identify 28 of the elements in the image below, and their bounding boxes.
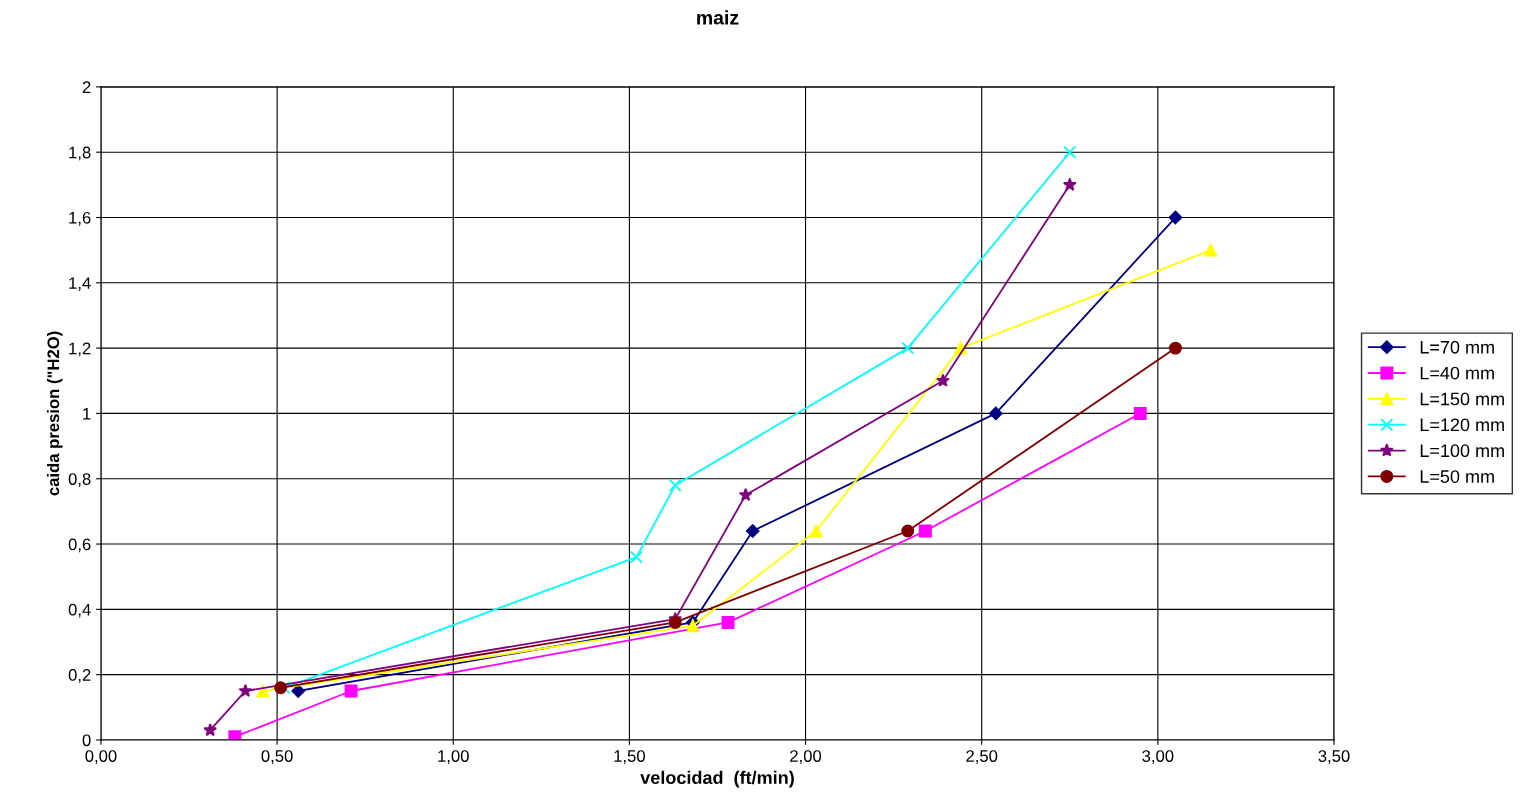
legend-label: L=100 mm xyxy=(1420,444,1504,458)
y-tick-label: 0,6 xyxy=(68,538,91,553)
y-tick-label: 1,4 xyxy=(69,277,91,291)
y-tick-label: 2 xyxy=(82,81,91,93)
y-axis-title: caida presion ("H2O) xyxy=(46,331,63,496)
x-axis-title: velocidad (ft/min) xyxy=(640,770,794,788)
chart-title: maiz xyxy=(697,10,739,25)
x-tick-label: 1,50 xyxy=(614,750,645,764)
y-tick-label: 1 xyxy=(83,408,91,420)
y-tick-label: 1,8 xyxy=(69,146,91,161)
legend-label: L=70 mm xyxy=(1420,340,1494,354)
legend-label: L=120 mm xyxy=(1420,418,1504,432)
x-tick-label: 0,00 xyxy=(85,750,117,764)
y-tick-label: 1,2 xyxy=(69,342,91,357)
legend-label: L=40 mm xyxy=(1420,366,1494,380)
x-tick-label: 3,50 xyxy=(1318,750,1350,764)
y-tick-label: 0,4 xyxy=(68,603,91,618)
x-tick-label: 1,00 xyxy=(438,750,469,764)
x-tick-label: 3,00 xyxy=(1142,750,1174,764)
x-tick-label: 0,50 xyxy=(261,750,293,764)
legend-label: L=150 mm xyxy=(1420,392,1504,406)
y-tick-label: 0,2 xyxy=(68,669,91,683)
y-tick-label: 1,6 xyxy=(69,211,91,226)
y-tick-label: 0 xyxy=(82,734,91,747)
x-tick-label: 2,00 xyxy=(790,750,822,764)
legend-label: L=50 mm xyxy=(1420,470,1494,483)
x-tick-label: 2,50 xyxy=(966,750,998,764)
y-tick-label: 0,8 xyxy=(68,473,91,487)
